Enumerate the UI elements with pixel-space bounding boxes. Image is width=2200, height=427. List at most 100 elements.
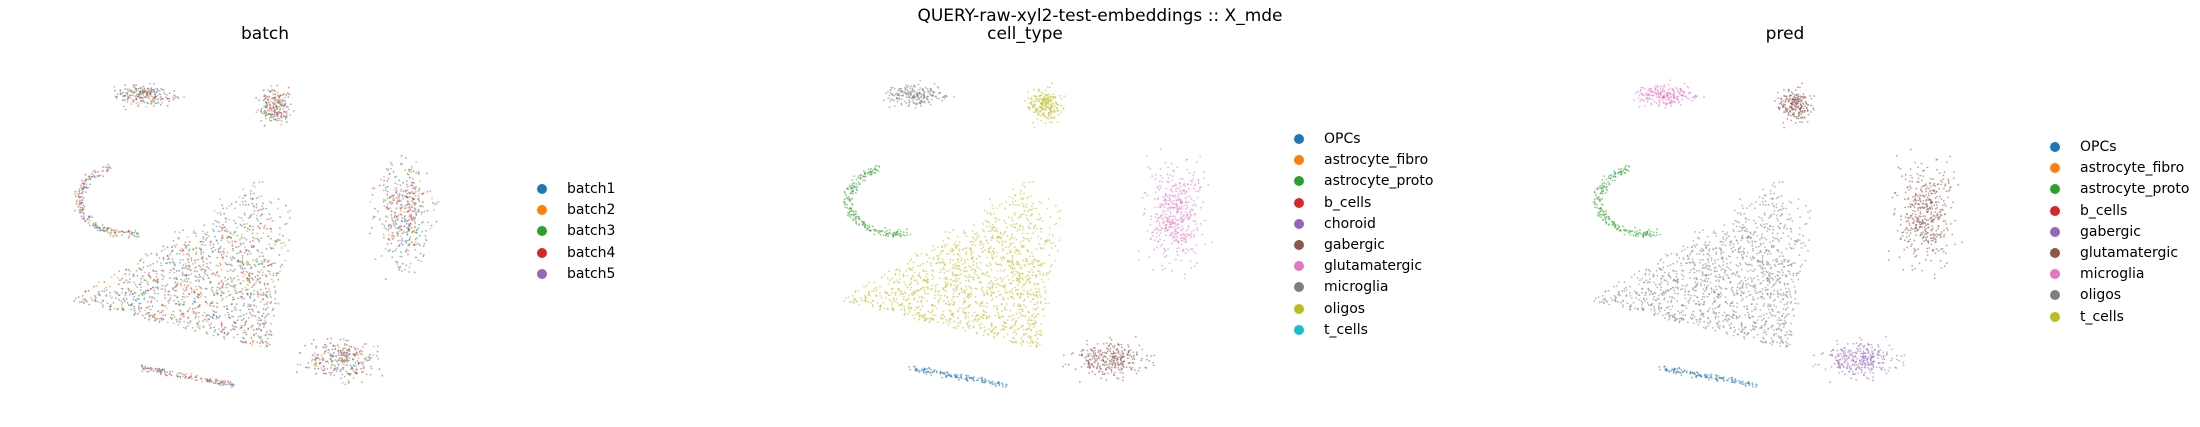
- cluster-top-left-cluster: [882, 79, 955, 109]
- legend-item: oligos: [1294, 301, 1365, 317]
- legend-marker: [2050, 226, 2060, 237]
- legend-item: t_cells: [1294, 322, 1368, 338]
- legend-marker: [1294, 324, 1304, 335]
- legend-marker: [537, 268, 547, 279]
- legend-label: t_cells: [2080, 308, 2124, 325]
- legend-label: astrocyte_fibro: [2080, 160, 2185, 177]
- legend-item: astrocyte_fibro: [2050, 160, 2184, 176]
- legend-label: oligos: [1324, 300, 1366, 317]
- legend-marker: [2050, 269, 2060, 280]
- legend-marker: [2050, 184, 2060, 195]
- legend-label: batch4: [567, 244, 616, 261]
- cluster-top-left-cluster: [113, 82, 185, 111]
- legend-item: gabergic: [1294, 237, 1385, 253]
- legend-marker: [1294, 303, 1304, 314]
- legend-marker: [537, 226, 547, 237]
- cluster-bottom-left-cluster: [1658, 365, 1758, 388]
- legend-item: OPCs: [1294, 131, 1361, 147]
- legend-marker: [2050, 205, 2060, 216]
- embedding-plot-pred: [1592, 79, 1963, 388]
- legend-item: b_cells: [2050, 203, 2127, 219]
- legend-label: glutamatergic: [1324, 258, 1423, 275]
- legend-marker: [2050, 163, 2060, 174]
- legend-marker: [2050, 311, 2060, 322]
- legend-item: batch2: [537, 202, 615, 218]
- legend-label: OPCs: [1324, 131, 1361, 147]
- legend-label: t_cells: [1324, 321, 1368, 338]
- legend-label: oligos: [2080, 287, 2122, 304]
- legend-marker: [2050, 142, 2060, 152]
- legend-label: b_cells: [1324, 194, 1372, 211]
- legend-item: astrocyte_proto: [1294, 173, 1433, 189]
- panel-title-cell-type: cell_type: [987, 24, 1063, 44]
- cluster-top-left-cluster: [1632, 79, 1705, 109]
- legend-item: OPCs: [2050, 139, 2117, 155]
- cluster-right-network-cluster: [1887, 148, 1963, 280]
- cluster-right-network-cluster: [368, 155, 440, 281]
- legend-label: OPCs: [2080, 139, 2117, 155]
- legend-item: b_cells: [1294, 195, 1371, 211]
- legend-label: batch1: [567, 181, 616, 197]
- legend-item: t_cells: [2050, 309, 2124, 325]
- cluster-main-cluster: [843, 181, 1062, 348]
- legend-label: gabergic: [2080, 223, 2141, 240]
- cluster-main-cluster: [73, 181, 292, 348]
- legend-label: batch2: [567, 202, 616, 219]
- legend-marker: [537, 184, 547, 194]
- legend-label: microglia: [2080, 266, 2145, 283]
- panel-batch: batch batch1 batch2 batch3 batch4 batch5: [0, 0, 700, 427]
- legend-label: b_cells: [2080, 202, 2128, 219]
- legend-label: glutamatergic: [2080, 245, 2179, 261]
- legend-label: choroid: [1324, 215, 1376, 232]
- legend-item: glutamatergic: [1294, 258, 1422, 274]
- cluster-bottom-right-cluster: [295, 337, 384, 386]
- legend-item: astrocyte_proto: [2050, 181, 2189, 197]
- legend-label: astrocyte_fibro: [1324, 152, 1429, 169]
- legend-item: glutamatergic: [2050, 245, 2178, 261]
- cluster-bottom-left-cluster: [908, 365, 1008, 388]
- legend-marker: [1294, 240, 1304, 250]
- legend-marker: [537, 205, 547, 216]
- legend-item: batch4: [537, 245, 615, 261]
- legend-marker: [537, 247, 547, 258]
- legend-item: microglia: [2050, 266, 2144, 282]
- legend-label: gabergic: [1324, 237, 1385, 253]
- cluster-left-arc-cluster: [73, 163, 140, 239]
- legend-item: batch3: [537, 223, 615, 239]
- legend-label: batch5: [567, 265, 616, 282]
- cluster-bottom-right-cluster: [1812, 335, 1906, 384]
- legend-label: astrocyte_proto: [2080, 181, 2190, 198]
- legend-marker: [1294, 197, 1304, 208]
- panel-title-pred: pred: [1765, 24, 1805, 44]
- panel-cell-type: cell_type OPCs astrocyte_fibro astrocyte_p…: [760, 0, 1460, 427]
- cluster-left-arc-cluster: [1592, 164, 1662, 239]
- cluster-bottom-left-cluster: [140, 364, 236, 388]
- cluster-bottom-right-cluster: [1062, 335, 1156, 384]
- panel-title-batch: batch: [241, 24, 289, 44]
- legend-marker: [1294, 155, 1304, 166]
- embedding-plot-cell-type: [842, 79, 1213, 388]
- legend-item: batch1: [537, 181, 615, 197]
- legend-label: astrocyte_proto: [1324, 173, 1434, 190]
- legend-label: batch3: [567, 223, 616, 240]
- cluster-top-mid-cluster: [1774, 82, 1816, 129]
- legend-marker: [1294, 218, 1304, 229]
- cluster-top-mid-cluster: [1024, 82, 1066, 129]
- legend-marker: [1294, 134, 1304, 144]
- legend-label: microglia: [1324, 279, 1389, 296]
- legend-marker: [2050, 290, 2060, 301]
- cluster-left-arc-cluster: [842, 164, 912, 239]
- legend-marker: [1294, 261, 1304, 272]
- figure-suptitle: QUERY-raw-xyl2-test-embeddings :: X_mde: [917, 6, 1283, 26]
- legend-item: batch5: [537, 266, 615, 282]
- cluster-right-network-cluster: [1137, 148, 1213, 280]
- cluster-main-cluster: [1593, 181, 1812, 348]
- legend-item: microglia: [1294, 279, 1388, 295]
- legend-item: choroid: [1294, 216, 1376, 232]
- cluster-top-mid-cluster: [255, 84, 295, 127]
- legend-marker: [1294, 176, 1304, 187]
- legend-item: astrocyte_fibro: [1294, 152, 1428, 168]
- legend-marker: [2050, 248, 2060, 258]
